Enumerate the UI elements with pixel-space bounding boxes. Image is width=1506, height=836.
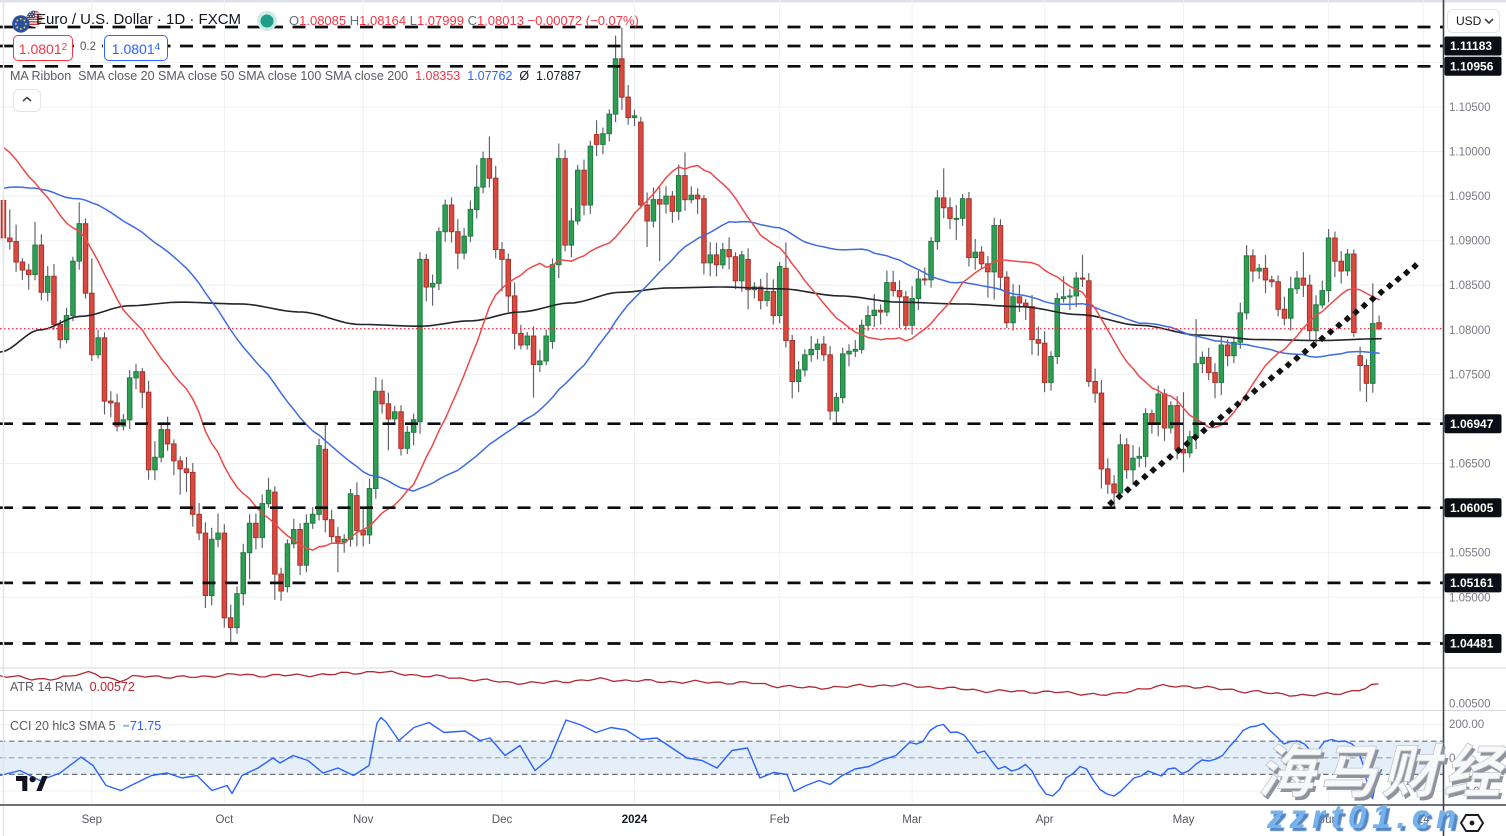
svg-text:24: 24 [1417, 814, 1430, 826]
svg-text:Sep: Sep [82, 814, 102, 826]
svg-text:1.09000: 1.09000 [1449, 236, 1491, 248]
svg-text:1.08000: 1.08000 [1449, 325, 1491, 337]
svg-text:1.05500: 1.05500 [1449, 548, 1491, 560]
svg-text:Mar: Mar [902, 814, 922, 826]
svg-text:200.00: 200.00 [1449, 719, 1484, 731]
svg-text:1.10956: 1.10956 [1450, 60, 1494, 74]
svg-text:1.07500: 1.07500 [1449, 369, 1491, 381]
svg-text:May: May [1173, 814, 1195, 826]
svg-text:1.11183: 1.11183 [1450, 39, 1492, 53]
svg-text:1.06947: 1.06947 [1450, 417, 1494, 431]
svg-text:1.08500: 1.08500 [1449, 280, 1491, 292]
svg-text:1.09500: 1.09500 [1449, 191, 1491, 203]
svg-text:1.05000: 1.05000 [1449, 592, 1491, 604]
svg-text:0.00500: 0.00500 [1449, 699, 1491, 711]
svg-text:Nov: Nov [353, 814, 374, 826]
svg-text:Oct: Oct [215, 814, 234, 826]
svg-text:1.05161: 1.05161 [1450, 576, 1494, 590]
svg-text:Dec: Dec [492, 814, 513, 826]
svg-text:Apr: Apr [1036, 814, 1054, 826]
svg-text:1.10500: 1.10500 [1449, 102, 1491, 114]
svg-text:1.06005: 1.06005 [1450, 501, 1494, 515]
svg-text:1.06500: 1.06500 [1449, 459, 1491, 471]
svg-text:1.10000: 1.10000 [1449, 147, 1491, 159]
svg-text:2024: 2024 [622, 814, 648, 826]
svg-text:1.04481: 1.04481 [1450, 637, 1494, 651]
svg-text:Feb: Feb [770, 814, 790, 826]
svg-text:Jun: Jun [1319, 814, 1338, 826]
